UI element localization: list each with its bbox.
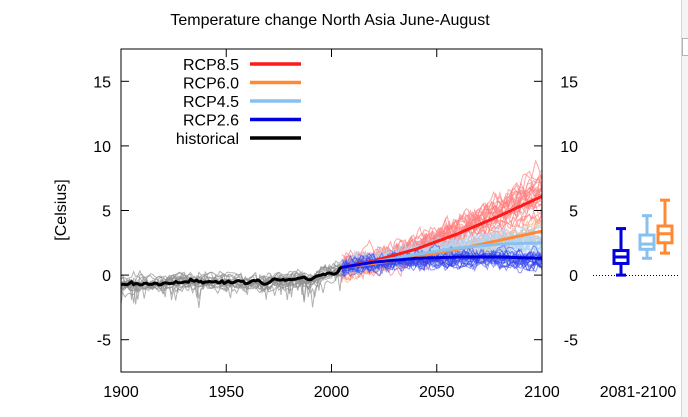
- y-tick-label-right: 15: [560, 74, 578, 91]
- legend-label: historical: [176, 131, 239, 148]
- y-tick-label-right: -5: [564, 333, 578, 350]
- y-tick-label: -5: [97, 333, 111, 350]
- x-tick-label: 1900: [103, 384, 139, 401]
- y-tick-label: 10: [93, 139, 111, 156]
- box-plots: [612, 198, 674, 277]
- legend-label: RCP6.0: [183, 76, 239, 93]
- box-plot-rcp26: [612, 227, 630, 277]
- y-tick-label: 15: [93, 74, 111, 91]
- x-tick-label: 2100: [524, 384, 560, 401]
- y-tick-label-right: 10: [560, 139, 578, 156]
- y-tick-label-right: 5: [569, 204, 578, 221]
- x-tick-label: 2050: [419, 384, 455, 401]
- y-axis-right: -5 0 5 10 15: [534, 74, 578, 350]
- ensemble-member-line: [341, 225, 542, 268]
- ensemble-mean-lines: [121, 194, 542, 287]
- scrollbar-thumb[interactable]: [682, 38, 688, 56]
- y-tick-label: 5: [102, 204, 111, 221]
- box-iqr: [638, 233, 656, 251]
- x-axis: 1900 1950 2000 2050 2100: [103, 49, 560, 401]
- ensemble-member-line: [341, 254, 542, 277]
- boxes-label: 2081-2100: [600, 384, 677, 401]
- ensemble-member-line: [341, 172, 542, 274]
- scrollbar[interactable]: [681, 0, 688, 417]
- box-plot-rcp45: [638, 214, 656, 260]
- chart-title: Temperature change North Asia June-Augus…: [170, 12, 490, 29]
- mean-line-rcp26: [341, 255, 542, 269]
- legend-label: RCP8.5: [183, 57, 239, 74]
- legend-label: RCP4.5: [183, 94, 239, 111]
- mean-line-historical: [121, 265, 343, 287]
- y-tick-label: 0: [102, 268, 111, 285]
- y-axis-label: [Celsius]: [53, 179, 70, 240]
- x-tick-label: 1950: [208, 384, 244, 401]
- y-tick-label-right: 0: [569, 268, 578, 285]
- ensemble-members: [121, 159, 542, 308]
- y-axis-left: -5 0 5 10 15: [93, 74, 129, 350]
- legend-label: RCP2.6: [183, 113, 239, 130]
- x-tick-label: 2000: [314, 384, 350, 401]
- box-plot-rcp60: [656, 198, 674, 255]
- ensemble-member-line: [341, 225, 542, 272]
- ensemble-member-line: [121, 263, 343, 296]
